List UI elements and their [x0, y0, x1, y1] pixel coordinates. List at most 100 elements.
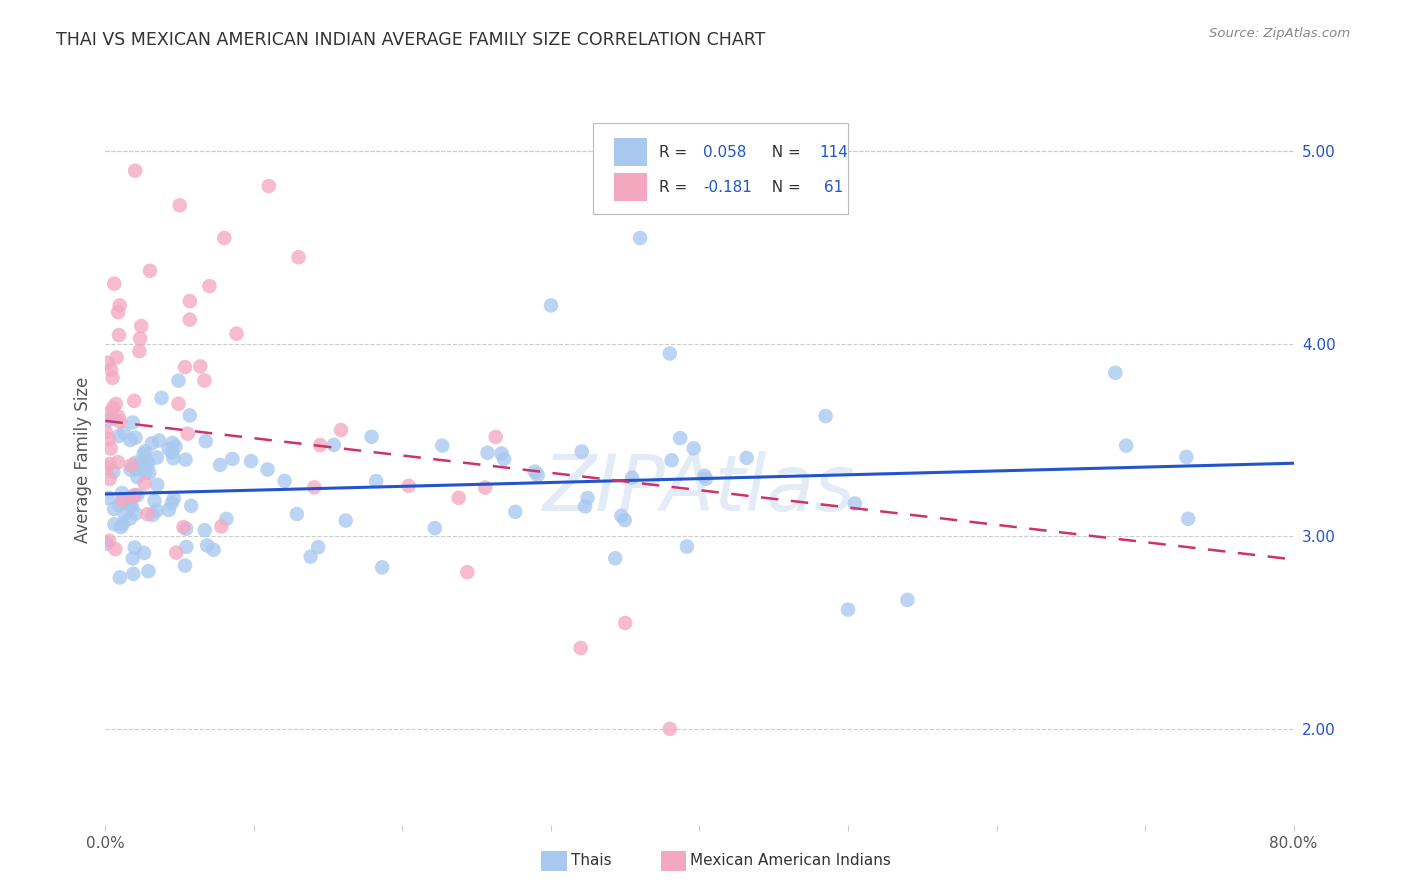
Point [157, 442, 180, 456]
Point [139, 264, 162, 278]
Point [1177, 512, 1199, 526]
Text: 0.058: 0.058 [703, 145, 747, 160]
Point [160, 496, 183, 510]
Point [118, 512, 141, 526]
Point [124, 541, 146, 555]
Point [94, 425, 117, 439]
Point [174, 452, 197, 467]
Point [96, 460, 118, 475]
Point [198, 279, 221, 293]
Point [114, 507, 136, 521]
Point [360, 430, 382, 444]
Point [491, 446, 513, 460]
Point [844, 497, 866, 511]
Point [172, 520, 194, 534]
Point [110, 520, 132, 534]
Point [304, 480, 326, 494]
Point [273, 474, 295, 488]
Point [240, 454, 263, 468]
Point [165, 546, 187, 560]
Point [215, 512, 238, 526]
Point [693, 468, 716, 483]
Point [108, 415, 131, 429]
Point [120, 458, 142, 473]
Point [105, 351, 128, 365]
Point [111, 517, 134, 532]
Point [117, 491, 139, 506]
Point [605, 551, 627, 566]
Point [180, 499, 202, 513]
Point [107, 455, 129, 469]
Point [107, 305, 129, 319]
Point [322, 438, 344, 452]
Text: R =: R = [659, 180, 692, 194]
Point [145, 503, 167, 517]
Point [494, 452, 516, 467]
Text: Mexican American Indians: Mexican American Indians [690, 854, 891, 868]
Point [695, 472, 717, 486]
Point [121, 500, 143, 514]
Point [103, 277, 125, 291]
Point [98, 472, 121, 486]
Point [163, 491, 186, 506]
Text: R =: R = [659, 145, 692, 160]
Text: 61: 61 [820, 180, 844, 194]
Point [138, 457, 160, 471]
Point [569, 640, 592, 655]
Point [188, 359, 211, 374]
Text: 114: 114 [820, 145, 848, 160]
Point [194, 434, 217, 449]
Point [138, 466, 160, 480]
Point [121, 551, 143, 566]
Point [97, 413, 120, 427]
Point [125, 462, 148, 476]
Point [121, 416, 143, 430]
Point [100, 442, 122, 456]
Point [221, 451, 243, 466]
Point [132, 447, 155, 461]
Point [111, 493, 134, 508]
Point [141, 508, 163, 522]
Point [127, 470, 149, 484]
FancyBboxPatch shape [592, 123, 848, 214]
Point [129, 318, 152, 333]
Point [526, 468, 548, 483]
Text: N =: N = [762, 145, 806, 160]
Point [104, 542, 127, 557]
Point [299, 549, 322, 564]
Point [129, 456, 152, 470]
Text: ZIPAtlas: ZIPAtlas [543, 450, 856, 526]
Point [165, 440, 187, 454]
Point [132, 546, 155, 560]
Point [122, 566, 145, 581]
Point [309, 438, 332, 452]
Point [837, 602, 859, 616]
Point [157, 503, 180, 517]
Point [108, 570, 131, 584]
Point [107, 429, 129, 443]
Point [124, 431, 146, 445]
Point [540, 298, 562, 312]
Point [122, 393, 145, 408]
Point [162, 436, 184, 450]
Point [571, 444, 593, 458]
Point [97, 356, 120, 370]
Point [621, 470, 644, 484]
Point [661, 453, 683, 467]
Point [503, 505, 526, 519]
Point [209, 458, 232, 472]
Point [101, 401, 124, 415]
Text: N =: N = [762, 180, 806, 194]
Point [136, 507, 159, 521]
Point [194, 523, 217, 537]
Point [610, 508, 633, 523]
Point [179, 409, 201, 423]
Point [307, 540, 329, 554]
Point [1175, 450, 1198, 464]
Point [195, 539, 218, 553]
Point [576, 491, 599, 505]
Point [614, 615, 637, 630]
Point [214, 231, 236, 245]
Point [134, 444, 156, 458]
Point [107, 409, 129, 424]
